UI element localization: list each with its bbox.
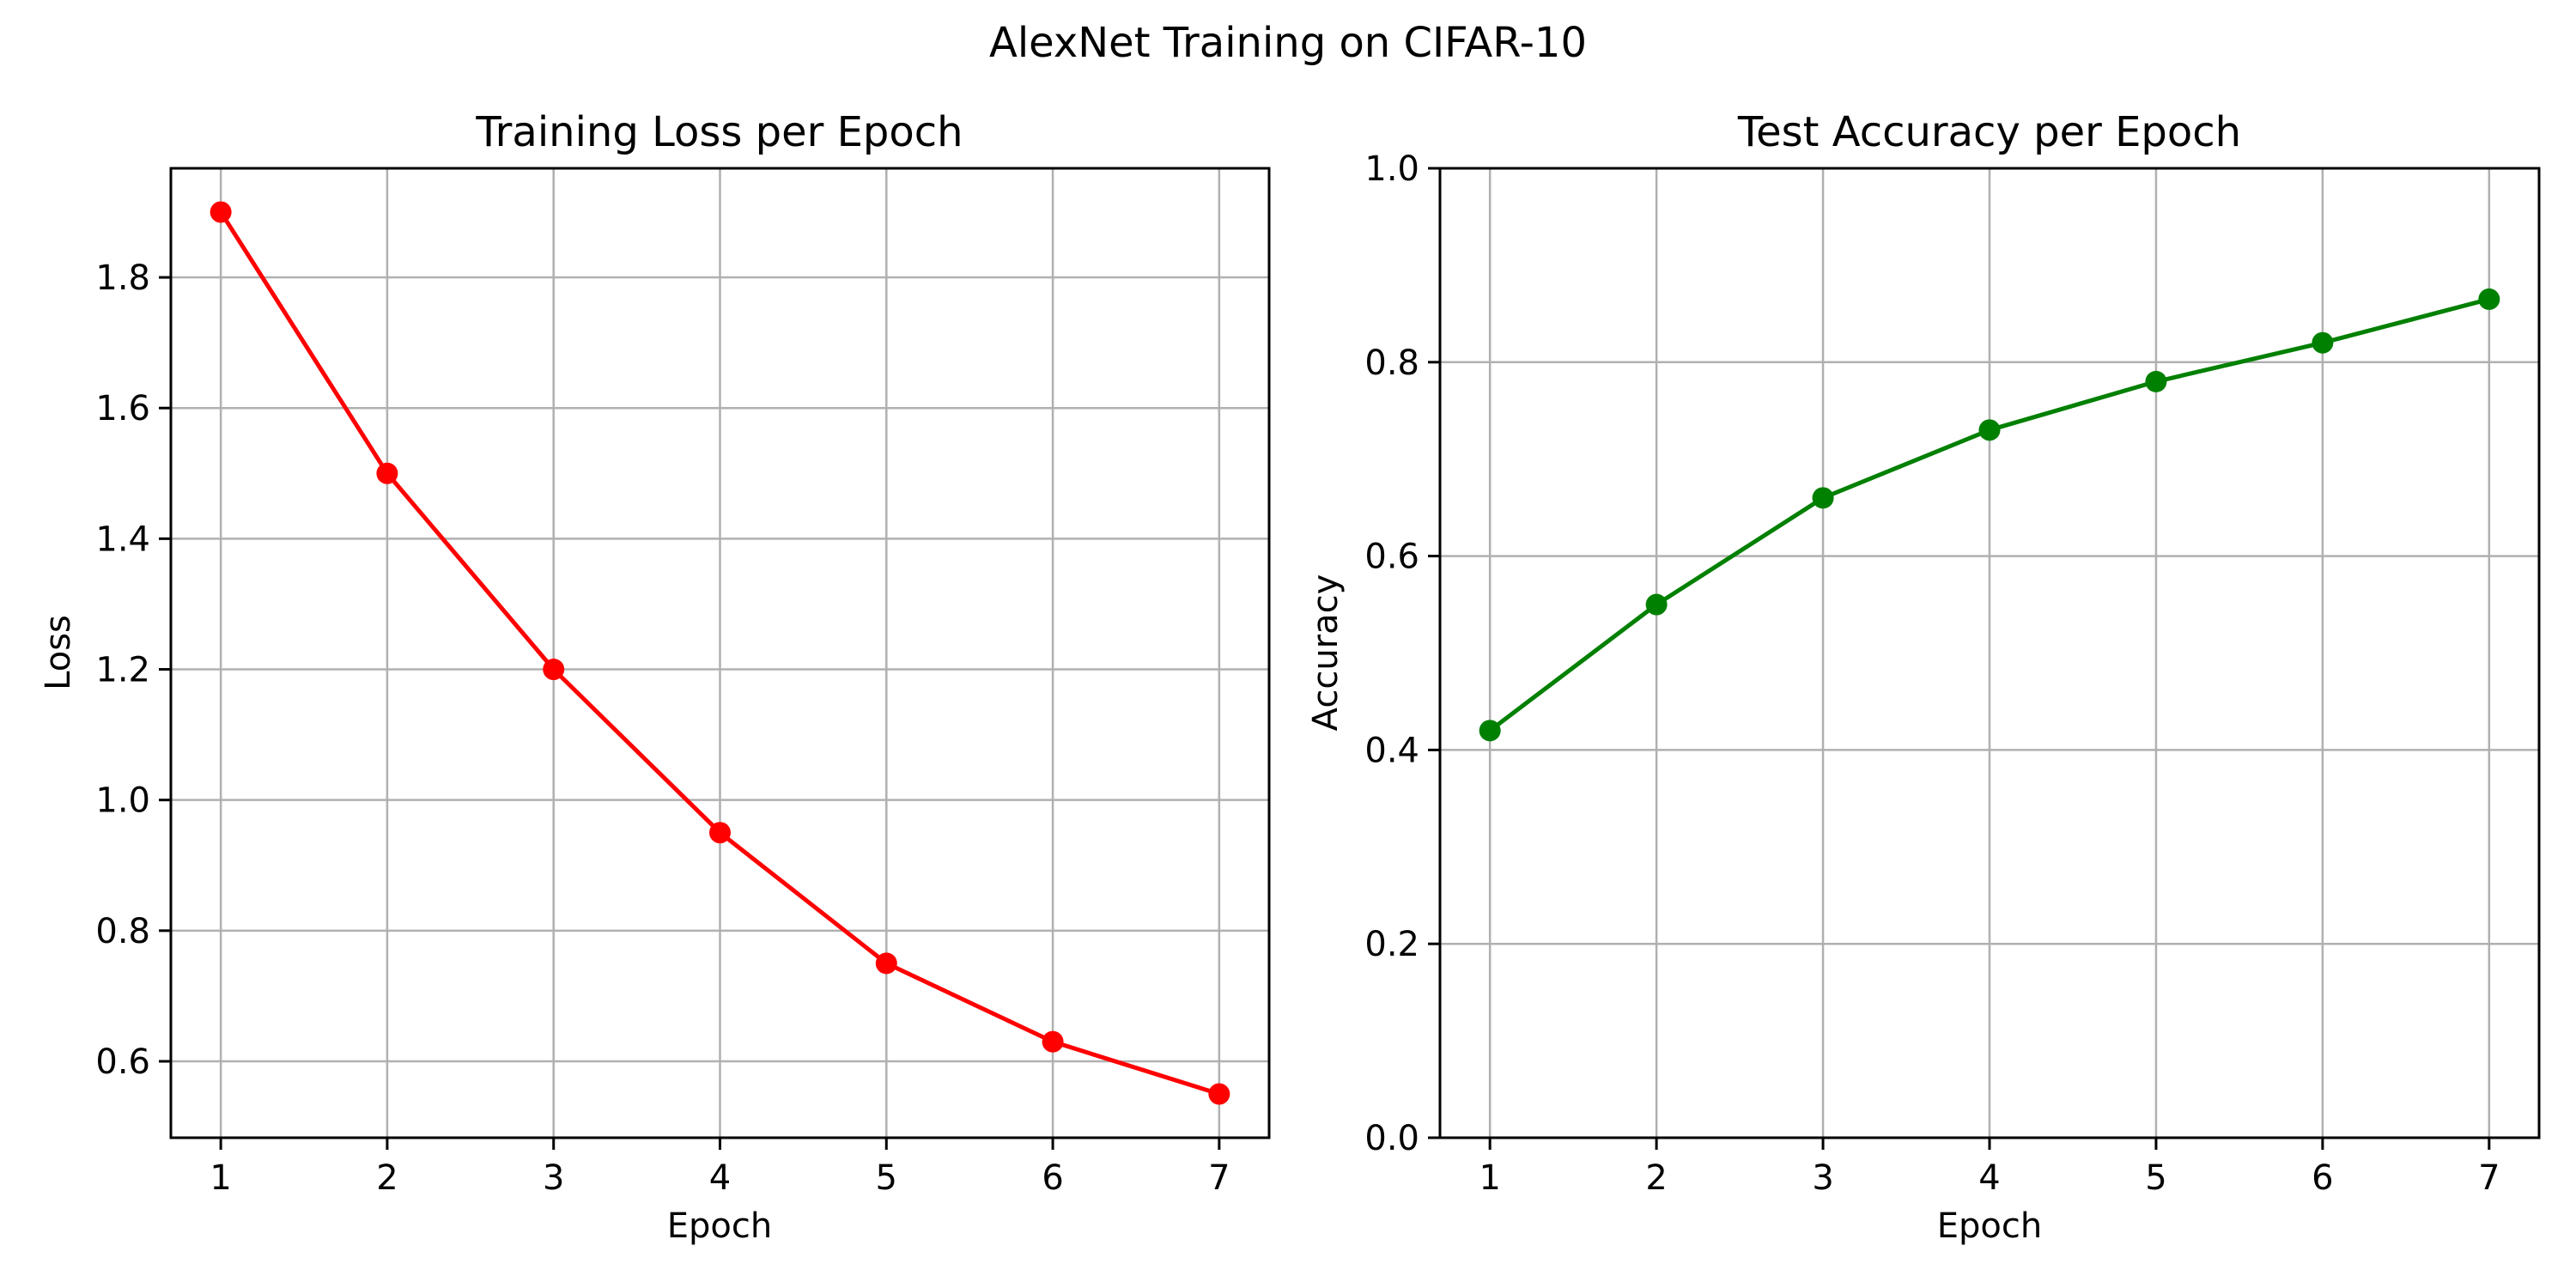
loss-x-tick-label: 2 [376, 1158, 398, 1198]
loss-y-axis-label: Loss [39, 615, 78, 690]
accuracy-x-tick-label: 5 [2145, 1158, 2166, 1198]
accuracy-data-point [1645, 593, 1668, 616]
loss-y-tick-label: 0.8 [95, 912, 150, 951]
loss-data-point [210, 201, 232, 223]
loss-grid [171, 168, 1269, 1138]
accuracy-x-axis-label: Epoch [1937, 1206, 2042, 1246]
loss-x-axis-label: Epoch [667, 1206, 772, 1246]
accuracy-y-tick-label: 0.2 [1364, 925, 1419, 964]
loss-y-tick-label: 1.2 [95, 651, 150, 690]
loss-x-tick-label: 4 [709, 1158, 731, 1198]
accuracy-data-point [2478, 288, 2500, 310]
accuracy-x-ticks: 1 2 3 4 5 6 7 [1479, 1138, 2500, 1198]
accuracy-data-point [2312, 331, 2334, 354]
loss-y-tick-label: 1.8 [95, 258, 150, 298]
accuracy-x-tick-label: 3 [1812, 1158, 1833, 1198]
loss-y-ticks: 0.6 0.8 1.0 1.2 1.4 1.6 1.8 [95, 258, 171, 1082]
accuracy-x-tick-label: 4 [1978, 1158, 2000, 1198]
figure-title: AlexNet Training on CIFAR-10 [989, 19, 1587, 67]
accuracy-y-ticks: 0.0 0.2 0.4 0.6 0.8 1.0 [1364, 149, 1440, 1158]
loss-x-tick-label: 3 [543, 1158, 564, 1198]
loss-x-tick-label: 7 [1208, 1158, 1230, 1198]
accuracy-y-tick-label: 1.0 [1364, 149, 1419, 189]
accuracy-x-tick-label: 2 [1645, 1158, 1667, 1198]
loss-x-tick-label: 6 [1042, 1158, 1063, 1198]
accuracy-x-tick-label: 1 [1479, 1158, 1500, 1198]
loss-chart: Training Loss per Epoch 1 2 3 4 5 6 7 0.6 0.8 1.… [39, 108, 1271, 1246]
accuracy-x-tick-label: 6 [2312, 1158, 2333, 1198]
accuracy-y-tick-label: 0.8 [1364, 343, 1419, 383]
loss-data-point [1208, 1083, 1230, 1105]
loss-y-tick-label: 1.4 [95, 519, 150, 559]
loss-chart-title: Training Loss per Epoch [475, 108, 963, 156]
accuracy-series [1479, 288, 2500, 742]
accuracy-y-axis-label: Accuracy [1306, 574, 1346, 732]
loss-data-point [875, 952, 897, 975]
loss-y-tick-label: 0.6 [95, 1042, 150, 1082]
accuracy-data-point [1978, 419, 2001, 441]
accuracy-y-tick-label: 0.6 [1364, 538, 1419, 577]
loss-x-ticks: 1 2 3 4 5 6 7 [210, 1138, 1230, 1198]
accuracy-x-tick-label: 7 [2478, 1158, 2500, 1198]
accuracy-y-tick-label: 0.4 [1364, 731, 1419, 770]
loss-y-tick-label: 1.6 [95, 389, 150, 428]
loss-x-tick-label: 5 [876, 1158, 897, 1198]
accuracy-y-tick-label: 0.0 [1364, 1119, 1419, 1158]
loss-data-point [543, 659, 565, 681]
accuracy-data-point [2145, 370, 2167, 392]
loss-x-tick-label: 1 [210, 1158, 231, 1198]
accuracy-chart-title: Test Accuracy per Epoch [1737, 108, 2241, 156]
loss-data-point [376, 462, 398, 484]
loss-data-point [709, 822, 731, 844]
accuracy-data-point [1479, 720, 1501, 742]
loss-data-point [1042, 1030, 1064, 1053]
loss-series [210, 201, 1230, 1105]
accuracy-data-point [1812, 487, 1834, 509]
loss-y-tick-label: 1.0 [95, 781, 150, 821]
